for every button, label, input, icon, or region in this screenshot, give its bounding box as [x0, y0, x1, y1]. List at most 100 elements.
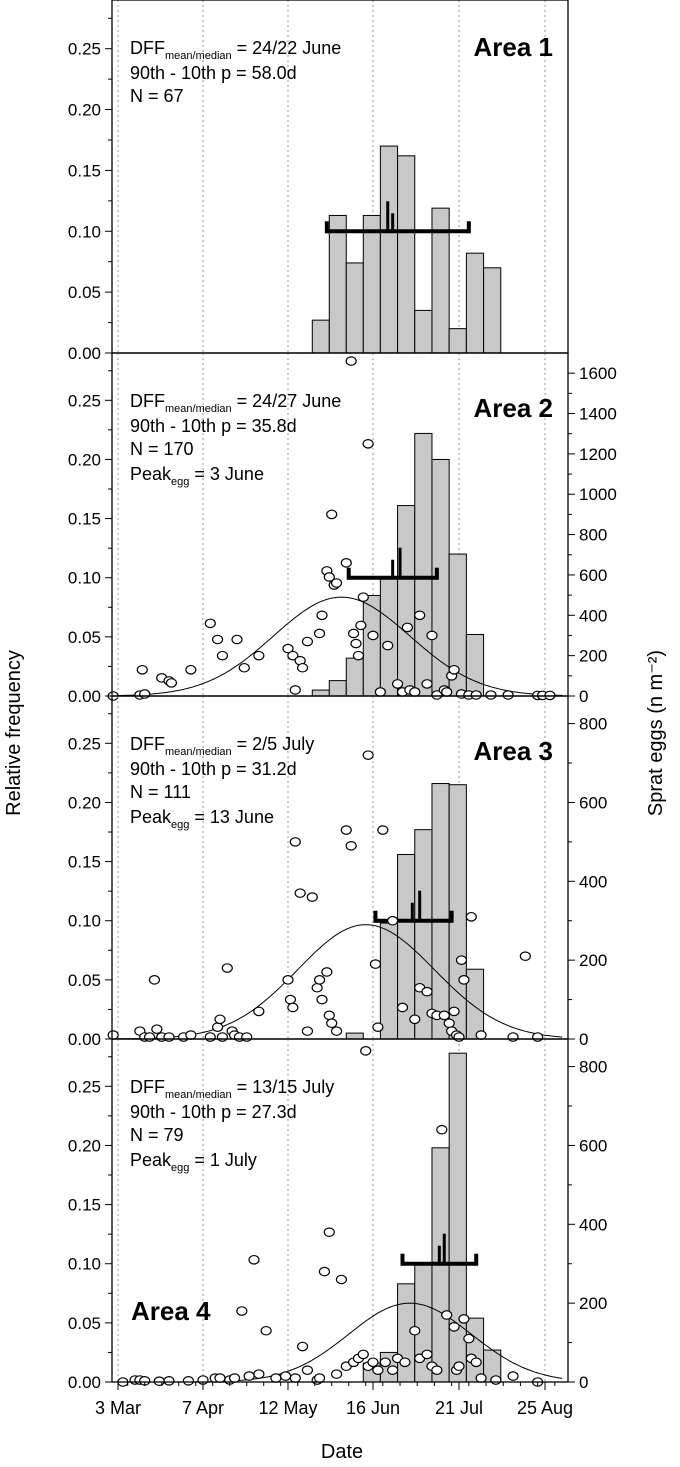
egg-point — [185, 1030, 197, 1040]
y2-tick-label: 1600 — [579, 364, 617, 383]
egg-point — [414, 610, 426, 621]
egg-point — [313, 628, 326, 639]
egg-point — [270, 1373, 282, 1383]
egg-point — [211, 634, 224, 645]
stat-peak-egg: Peakegg = 3 June — [130, 464, 264, 488]
egg-point — [182, 1376, 195, 1386]
area-label: Area 4 — [131, 1296, 211, 1326]
egg-point — [289, 837, 301, 847]
y-tick-label: 0.20 — [68, 101, 101, 120]
egg-point — [248, 1254, 260, 1265]
y-tick-label: 0.05 — [68, 1314, 101, 1333]
stat-dff: DFFmean/median = 24/22 June — [130, 38, 341, 62]
bar-1 — [311, 689, 330, 697]
egg-point — [326, 509, 338, 520]
y2-tick-label: 800 — [579, 526, 607, 545]
egg-point — [470, 690, 482, 700]
egg-point — [458, 975, 470, 985]
y2-tick-label: 400 — [579, 1215, 607, 1234]
egg-point — [148, 975, 161, 985]
egg-point — [360, 1046, 372, 1056]
y2-tick-label: 200 — [579, 647, 607, 666]
egg-point — [431, 1365, 443, 1375]
egg-point — [301, 1365, 314, 1375]
egg-point — [279, 1371, 292, 1381]
egg-point — [458, 1314, 470, 1324]
stat-p90: 90th - 10th p = 31.2d — [130, 759, 297, 779]
bar-1 — [345, 1032, 364, 1040]
stat-n: N = 170 — [130, 439, 194, 459]
y2-tick-label: 200 — [579, 1294, 607, 1313]
y2-tick-label: 400 — [579, 872, 607, 891]
y2-tick-label: 1000 — [579, 485, 617, 504]
egg-point — [409, 1014, 421, 1025]
y-tick-label: 0.25 — [68, 391, 101, 410]
egg-point — [296, 662, 309, 673]
egg-point — [253, 650, 265, 661]
stat-peak-egg: Peakegg = 13 June — [130, 807, 274, 831]
bar-3 — [345, 657, 364, 697]
egg-point — [345, 841, 357, 851]
x-tick-label: 7 Apr — [182, 1398, 224, 1418]
egg-point — [241, 1032, 253, 1042]
egg-point — [502, 690, 514, 700]
y2-tick-label: 0 — [579, 1030, 588, 1049]
x-tick-label: 12 May — [258, 1398, 317, 1418]
egg-point — [236, 1306, 248, 1316]
egg-point — [453, 1361, 465, 1372]
y-tick-label: 0.15 — [68, 1196, 101, 1215]
area-label: Area 2 — [474, 393, 554, 423]
egg-point — [326, 1018, 338, 1029]
egg-point — [382, 640, 394, 651]
egg-point — [330, 1026, 343, 1036]
x-axis: 3 Mar 7 Apr 12 May 16 Jun 21 Jul 25 Aug — [95, 1382, 573, 1418]
egg-point — [282, 643, 294, 654]
egg-point — [151, 1024, 163, 1034]
bar-10 — [465, 633, 485, 697]
bar-6 — [397, 505, 416, 697]
y-tick-label: 0.25 — [68, 40, 101, 59]
x-tick-label: 21 Jul — [435, 1398, 483, 1418]
egg-point — [301, 1026, 314, 1036]
egg-point — [455, 955, 468, 965]
egg-point — [347, 628, 360, 639]
stat-dff: DFFmean/median = 24/27 June — [130, 391, 341, 415]
egg-point — [374, 687, 386, 697]
egg-point — [204, 618, 216, 629]
egg-point — [507, 1371, 519, 1381]
y2-tick-label: 1200 — [579, 445, 617, 464]
egg-point — [485, 690, 497, 700]
egg-point — [139, 689, 151, 699]
egg-point — [431, 690, 443, 700]
egg-point — [301, 636, 314, 647]
y2-tick-label: 200 — [579, 951, 607, 970]
egg-point — [421, 679, 433, 689]
panel-3: 0 200 400 600 800 0.00 0.05 0.10 0.15 0.20 0.25 DFF… — [68, 695, 607, 1049]
stat-dff: DFFmean/median = 2/5 July — [130, 734, 314, 758]
stat-p90: 90th - 10th p = 35.8d — [130, 416, 297, 436]
egg-point — [216, 650, 229, 661]
y-tick-label: 0.05 — [68, 283, 101, 302]
egg-point — [253, 1006, 265, 1017]
y-tick-label: 0.25 — [68, 1077, 101, 1096]
egg-point — [438, 1010, 450, 1021]
egg-point — [163, 1376, 175, 1386]
egg-point — [387, 915, 399, 926]
egg-point — [306, 892, 318, 902]
bar-4 — [362, 214, 381, 354]
egg-point — [448, 664, 460, 675]
egg-point — [221, 963, 233, 973]
y-tick-label: 0.05 — [68, 971, 101, 990]
y2-tick-label: 600 — [579, 566, 607, 585]
egg-point — [409, 687, 421, 697]
egg-point — [377, 825, 389, 835]
x-tick-label: 16 Jun — [346, 1398, 400, 1418]
bar-7 — [414, 432, 433, 697]
egg-point — [238, 662, 250, 673]
bar-3 — [345, 262, 364, 354]
egg-point — [372, 1022, 384, 1032]
y2-tick-label: 0 — [579, 687, 588, 706]
egg-point — [143, 1032, 156, 1042]
y-tick-label: 0.25 — [68, 734, 101, 753]
